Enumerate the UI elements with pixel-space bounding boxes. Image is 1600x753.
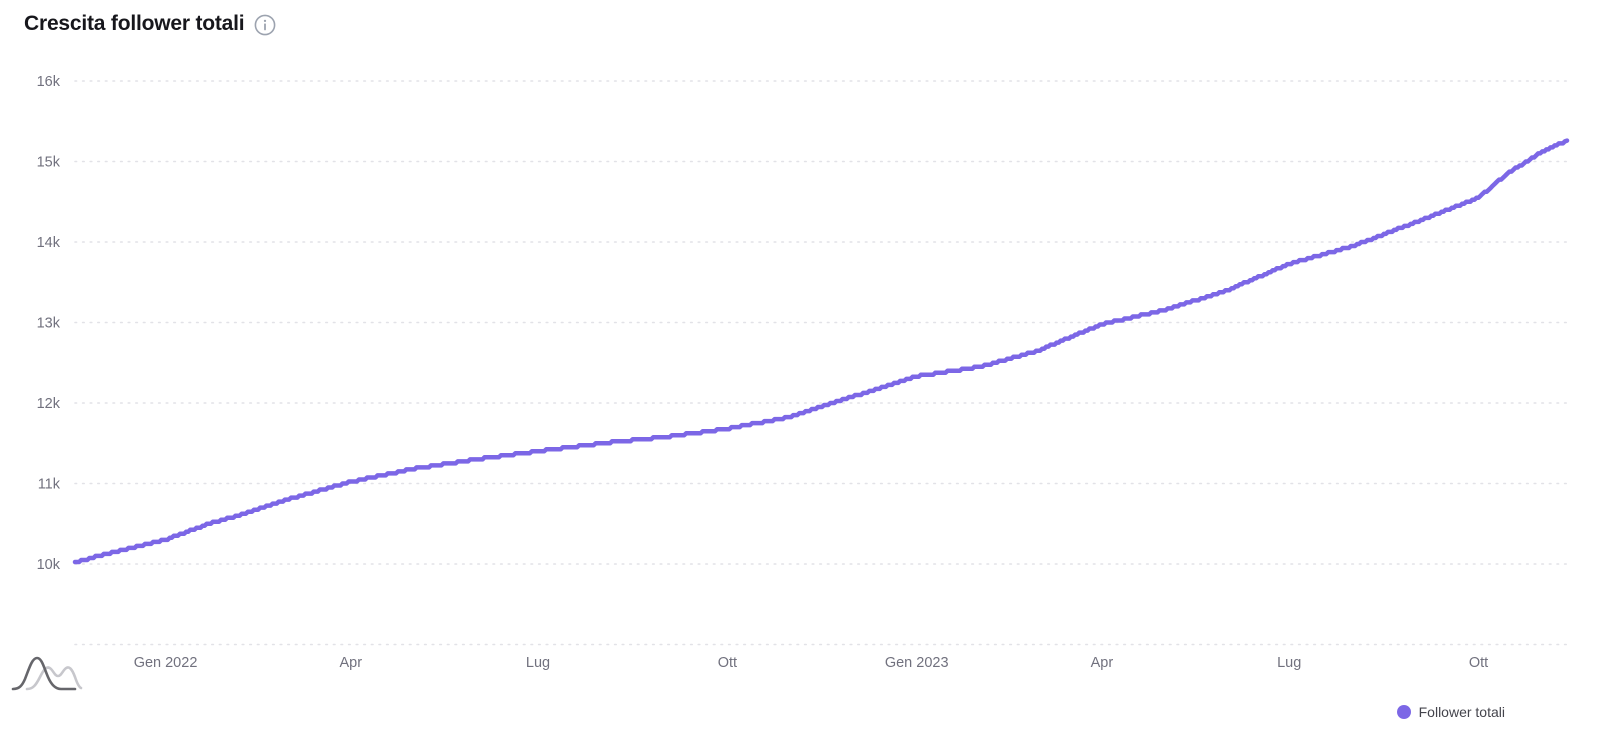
chart-header: Crescita follower totali bbox=[24, 12, 276, 36]
legend-label: Follower totali bbox=[1418, 704, 1505, 720]
x-axis-tick: Gen 2022 bbox=[134, 655, 198, 671]
info-icon[interactable] bbox=[254, 14, 276, 36]
waves-logo-icon bbox=[11, 656, 83, 691]
x-axis-tick: Apr bbox=[1091, 655, 1114, 671]
follower-growth-chart[interactable]: 16k 15k 14k 13k 12k 11k 10k Gen 2022 Apr Lug Ott Ge… bbox=[0, 55, 1600, 680]
x-axis-tick: Ott bbox=[1469, 655, 1488, 671]
y-axis-tick: 12k bbox=[37, 396, 61, 412]
legend-item-follower-totali[interactable]: Follower totali bbox=[1396, 704, 1505, 720]
y-axis-tick: 11k bbox=[38, 477, 61, 493]
x-axis-tick: Lug bbox=[1277, 655, 1301, 671]
y-axis-tick: 13k bbox=[37, 316, 61, 332]
y-axis-tick: 15k bbox=[37, 155, 61, 171]
x-axis-tick: Gen 2023 bbox=[885, 655, 949, 671]
x-axis-tick: Apr bbox=[339, 655, 362, 671]
y-axis-tick: 16k bbox=[37, 74, 61, 90]
y-axis-tick: 10k bbox=[37, 557, 61, 573]
legend-dot bbox=[1396, 705, 1411, 719]
x-axis-tick: Ott bbox=[718, 655, 737, 671]
x-axis-tick: Lug bbox=[526, 655, 550, 671]
y-axis-tick: 14k bbox=[37, 235, 61, 251]
page-title: Crescita follower totali bbox=[24, 12, 245, 35]
series-line-follower-totali[interactable] bbox=[72, 138, 1570, 565]
